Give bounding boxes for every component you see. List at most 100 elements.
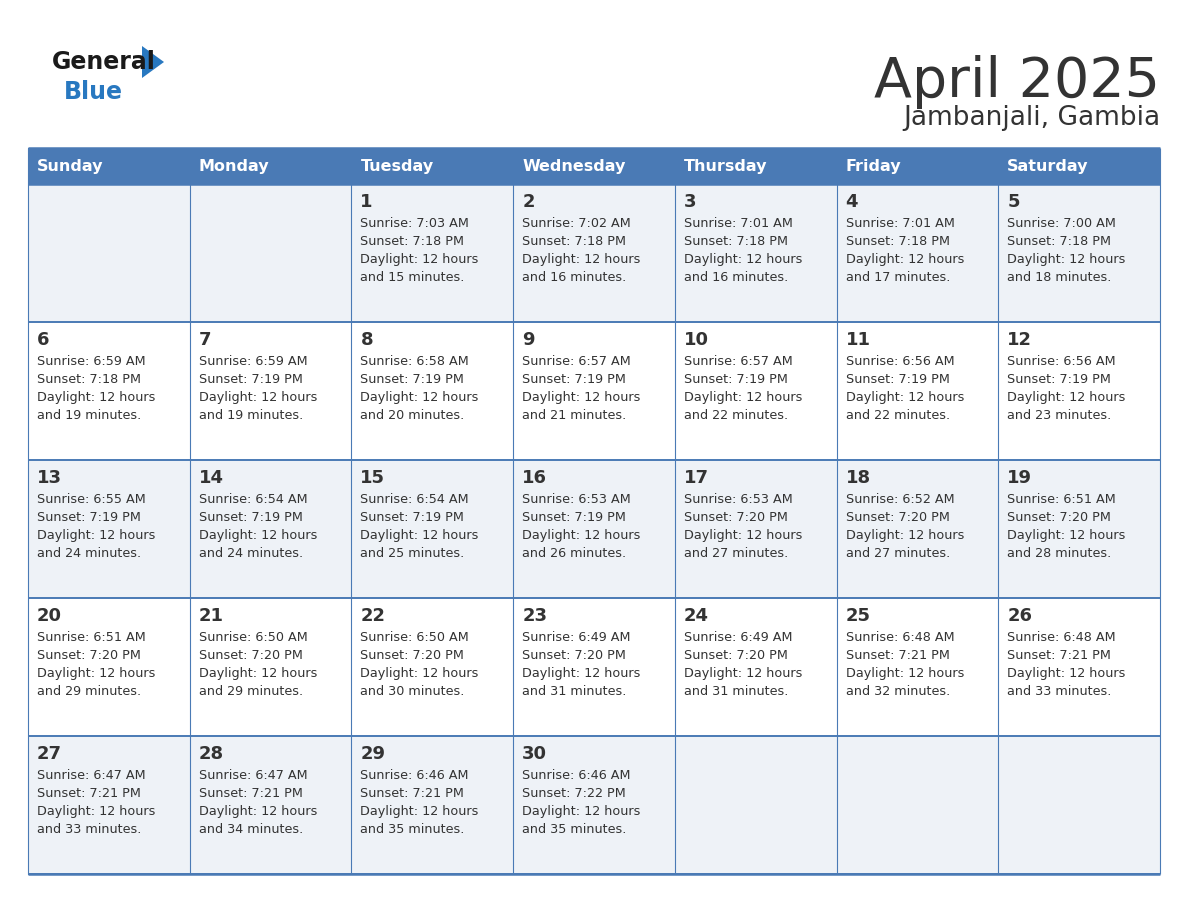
Text: Sunset: 7:19 PM: Sunset: 7:19 PM [198,511,303,524]
Text: General: General [52,50,156,74]
Text: Sunset: 7:18 PM: Sunset: 7:18 PM [684,235,788,248]
Text: Sunrise: 6:47 AM: Sunrise: 6:47 AM [198,769,308,782]
Text: Daylight: 12 hours: Daylight: 12 hours [523,805,640,818]
Bar [675,322,836,460]
Text: 23: 23 [523,607,548,625]
Text: Daylight: 12 hours: Daylight: 12 hours [684,529,802,542]
Bar [513,598,675,736]
Text: Sunrise: 6:58 AM: Sunrise: 6:58 AM [360,355,469,368]
Text: April 2025: April 2025 [874,55,1159,109]
Bar [190,460,352,598]
Text: Daylight: 12 hours: Daylight: 12 hours [1007,253,1126,266]
Text: 28: 28 [198,745,223,763]
Text: Sunset: 7:21 PM: Sunset: 7:21 PM [198,787,303,800]
Bar [190,184,352,322]
Text: Sunset: 7:19 PM: Sunset: 7:19 PM [198,373,303,386]
Bar [675,598,836,736]
Bar [998,460,1159,598]
Text: 24: 24 [684,607,709,625]
Text: Sunset: 7:19 PM: Sunset: 7:19 PM [523,511,626,524]
Text: Sunset: 7:21 PM: Sunset: 7:21 PM [1007,649,1111,662]
Bar [675,460,836,598]
Text: Daylight: 12 hours: Daylight: 12 hours [360,253,479,266]
Bar [29,184,190,322]
Text: Sunrise: 6:46 AM: Sunrise: 6:46 AM [360,769,469,782]
Text: 29: 29 [360,745,385,763]
Text: and 20 minutes.: and 20 minutes. [360,409,465,422]
Text: Sunset: 7:19 PM: Sunset: 7:19 PM [1007,373,1111,386]
Text: Daylight: 12 hours: Daylight: 12 hours [523,253,640,266]
Text: and 35 minutes.: and 35 minutes. [523,823,626,836]
Text: Sunrise: 6:57 AM: Sunrise: 6:57 AM [684,355,792,368]
Text: Sunrise: 6:49 AM: Sunrise: 6:49 AM [684,631,792,644]
Text: 14: 14 [198,469,223,487]
Text: Daylight: 12 hours: Daylight: 12 hours [1007,667,1126,680]
Bar [29,736,190,874]
Bar [675,184,836,322]
Text: Sunset: 7:20 PM: Sunset: 7:20 PM [198,649,303,662]
Text: Sunset: 7:20 PM: Sunset: 7:20 PM [684,649,788,662]
Text: Sunrise: 6:55 AM: Sunrise: 6:55 AM [37,493,146,506]
Text: and 26 minutes.: and 26 minutes. [523,547,626,560]
Text: 17: 17 [684,469,709,487]
Bar [675,148,836,184]
Text: Monday: Monday [198,159,270,174]
Text: Daylight: 12 hours: Daylight: 12 hours [684,253,802,266]
Text: 13: 13 [37,469,62,487]
Text: 8: 8 [360,331,373,349]
Text: Daylight: 12 hours: Daylight: 12 hours [846,253,963,266]
Text: 27: 27 [37,745,62,763]
Text: 16: 16 [523,469,548,487]
Text: Daylight: 12 hours: Daylight: 12 hours [523,529,640,542]
Text: and 28 minutes.: and 28 minutes. [1007,547,1112,560]
Bar [513,148,675,184]
Text: Sunrise: 6:56 AM: Sunrise: 6:56 AM [1007,355,1116,368]
Text: and 30 minutes.: and 30 minutes. [360,685,465,698]
Text: 2: 2 [523,193,535,211]
Text: and 18 minutes.: and 18 minutes. [1007,271,1112,284]
Text: 7: 7 [198,331,211,349]
Text: 20: 20 [37,607,62,625]
Text: Sunset: 7:20 PM: Sunset: 7:20 PM [523,649,626,662]
Text: Daylight: 12 hours: Daylight: 12 hours [198,805,317,818]
Text: and 25 minutes.: and 25 minutes. [360,547,465,560]
Text: and 16 minutes.: and 16 minutes. [684,271,788,284]
Text: Sunset: 7:19 PM: Sunset: 7:19 PM [846,373,949,386]
Text: Sunrise: 6:59 AM: Sunrise: 6:59 AM [37,355,146,368]
Text: Sunrise: 6:50 AM: Sunrise: 6:50 AM [360,631,469,644]
Text: Sunset: 7:19 PM: Sunset: 7:19 PM [684,373,788,386]
Text: 30: 30 [523,745,548,763]
Text: Tuesday: Tuesday [360,159,434,174]
Bar [190,322,352,460]
Text: 3: 3 [684,193,696,211]
Bar [836,148,998,184]
Bar [998,598,1159,736]
Text: 12: 12 [1007,331,1032,349]
Text: and 15 minutes.: and 15 minutes. [360,271,465,284]
Text: Daylight: 12 hours: Daylight: 12 hours [846,529,963,542]
Text: Sunrise: 7:03 AM: Sunrise: 7:03 AM [360,217,469,230]
Text: and 24 minutes.: and 24 minutes. [37,547,141,560]
Text: Sunrise: 7:02 AM: Sunrise: 7:02 AM [523,217,631,230]
Text: 19: 19 [1007,469,1032,487]
Text: 1: 1 [360,193,373,211]
Text: Sunrise: 7:01 AM: Sunrise: 7:01 AM [846,217,954,230]
Text: Jambanjali, Gambia: Jambanjali, Gambia [903,105,1159,131]
Text: Sunset: 7:19 PM: Sunset: 7:19 PM [360,373,465,386]
Text: Blue: Blue [64,80,124,104]
Text: 22: 22 [360,607,385,625]
Text: 11: 11 [846,331,871,349]
Text: Sunrise: 6:59 AM: Sunrise: 6:59 AM [198,355,308,368]
Text: Sunset: 7:19 PM: Sunset: 7:19 PM [523,373,626,386]
Text: Sunset: 7:20 PM: Sunset: 7:20 PM [684,511,788,524]
Text: Sunset: 7:21 PM: Sunset: 7:21 PM [360,787,465,800]
Text: and 29 minutes.: and 29 minutes. [198,685,303,698]
Text: Sunrise: 6:51 AM: Sunrise: 6:51 AM [1007,493,1116,506]
Bar [998,148,1159,184]
Bar [29,322,190,460]
Bar [998,736,1159,874]
Text: Sunday: Sunday [37,159,103,174]
Text: and 22 minutes.: and 22 minutes. [846,409,949,422]
Text: Daylight: 12 hours: Daylight: 12 hours [37,805,156,818]
Text: 10: 10 [684,331,709,349]
